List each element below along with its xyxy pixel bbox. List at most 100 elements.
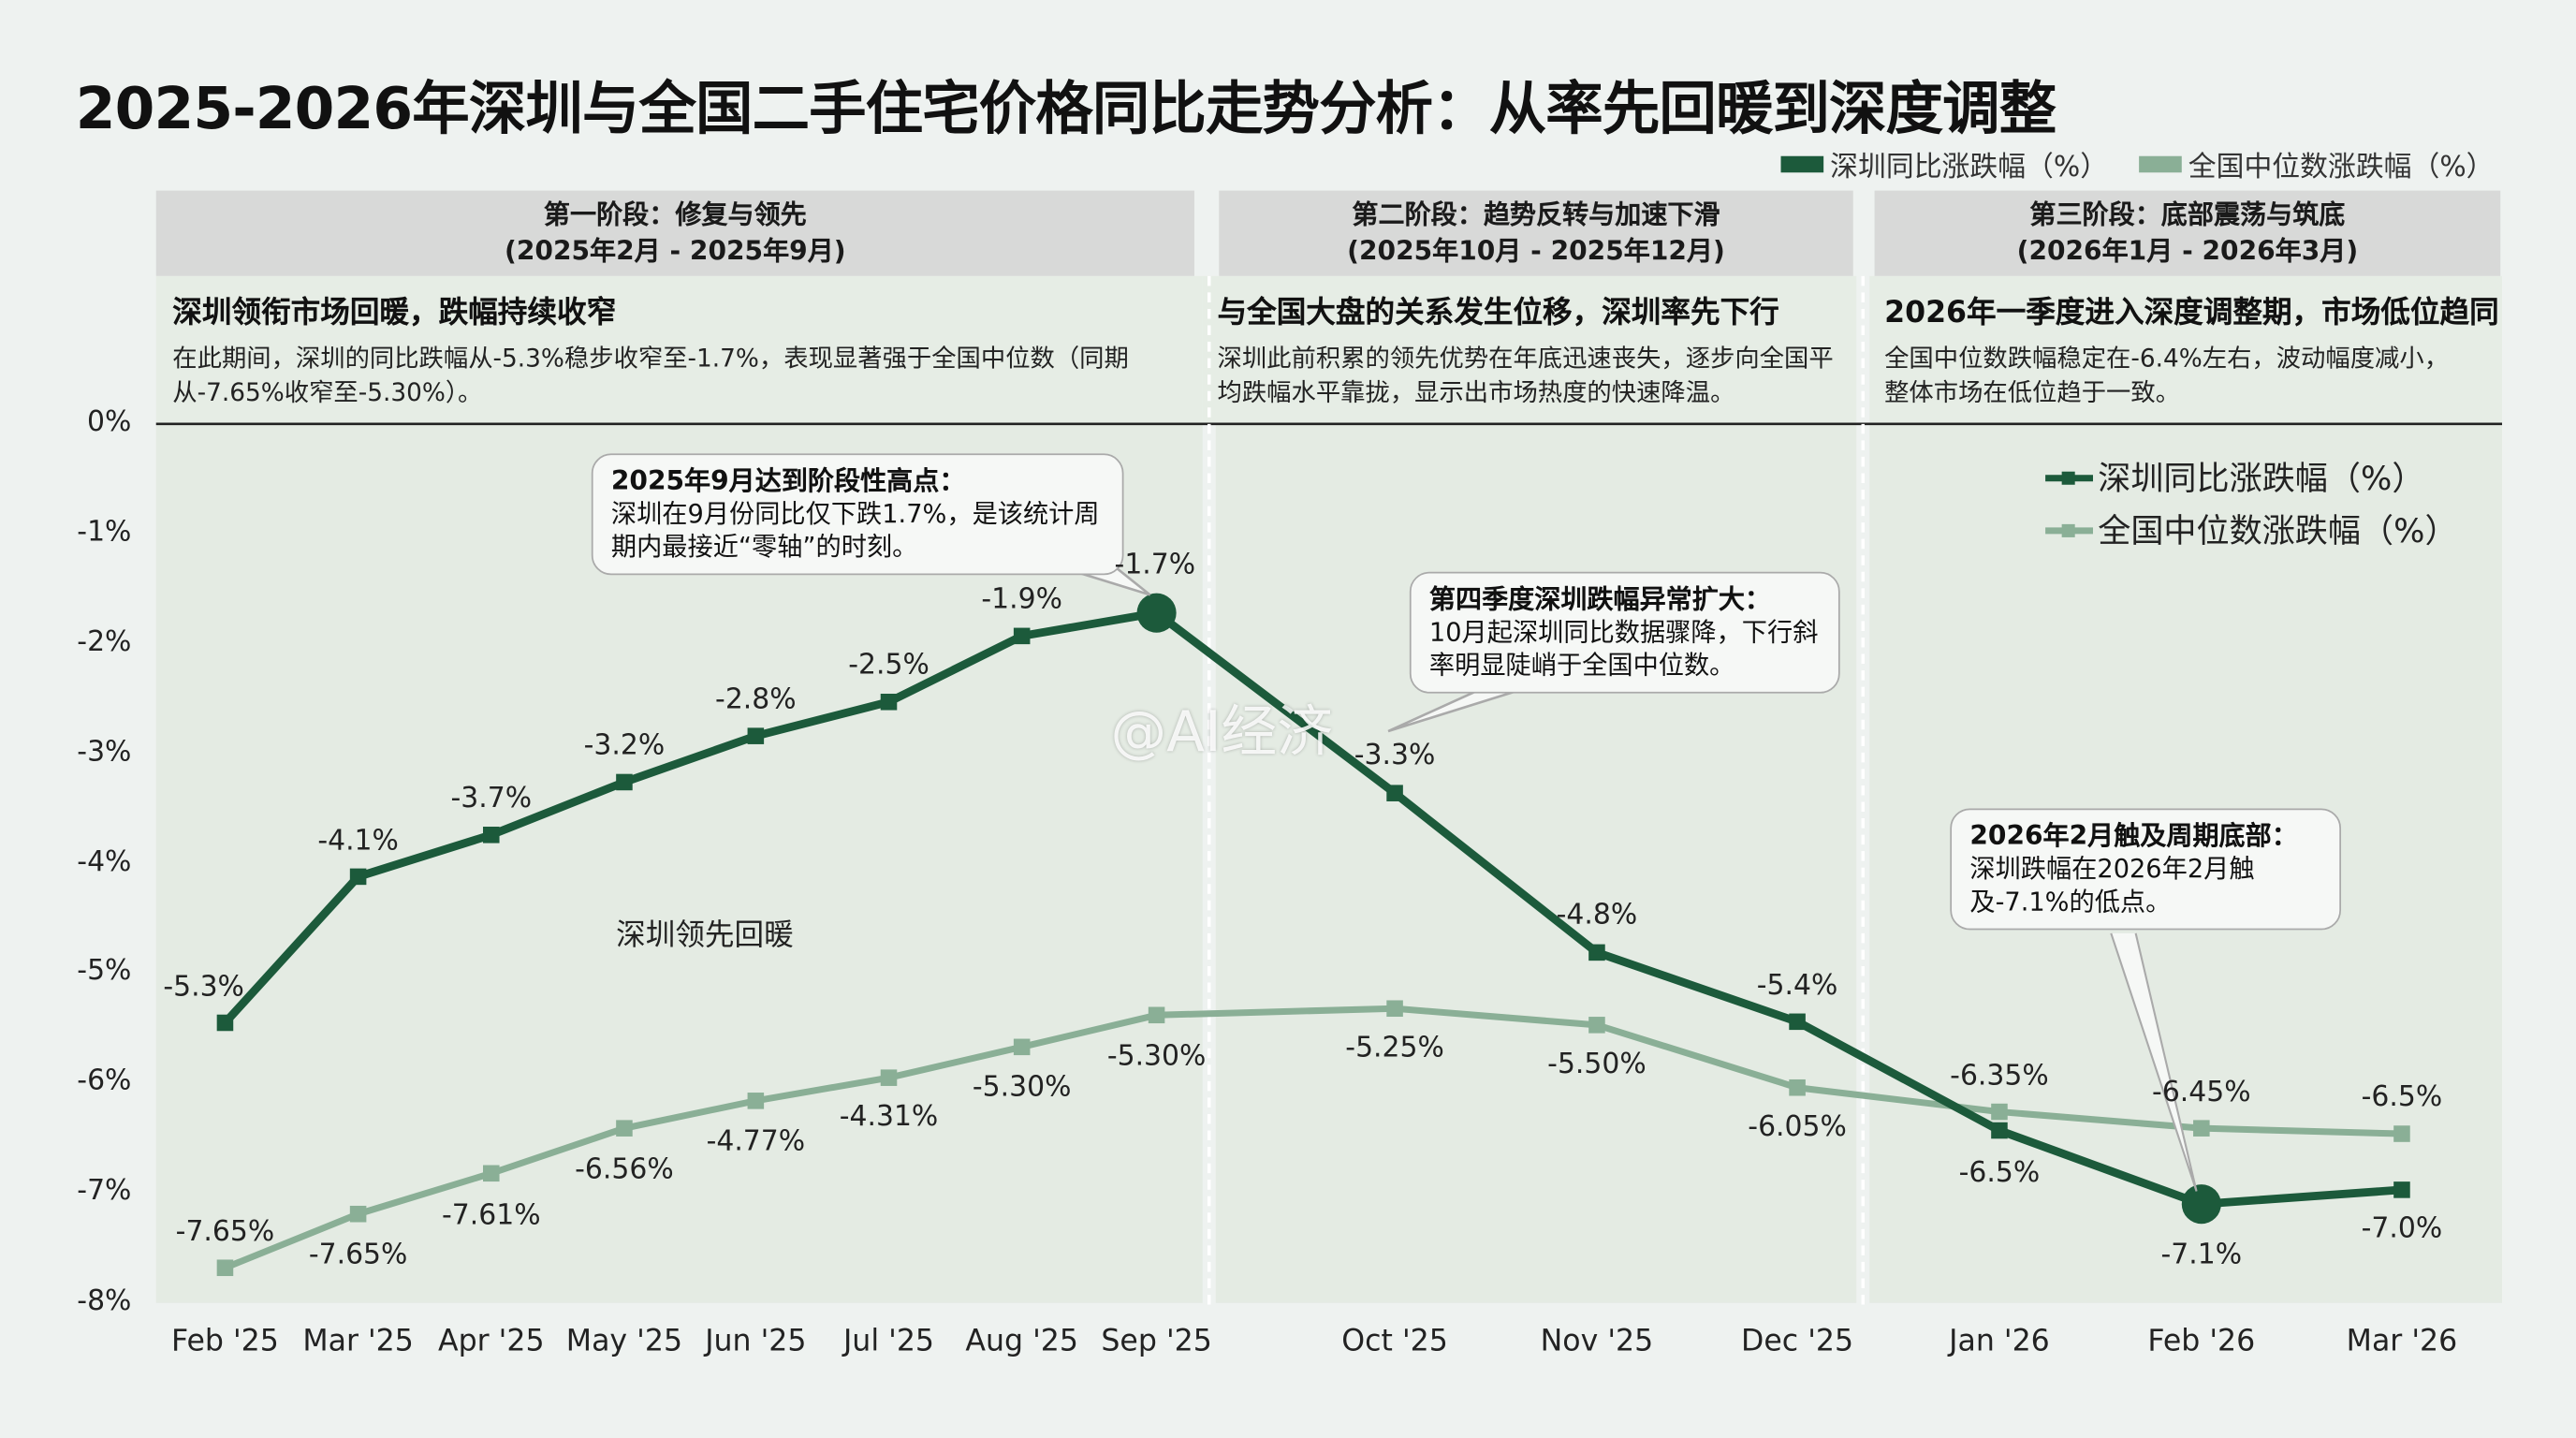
- inner-legend-label: 全国中位数涨跌幅（%）: [2098, 512, 2457, 550]
- national-data-label: -6.56%: [575, 1153, 674, 1187]
- x-tick-label: May '25: [565, 1324, 683, 1359]
- shenzhen-data-label: -6.5%: [1958, 1156, 2041, 1190]
- y-tick-label: -4%: [77, 844, 132, 879]
- phase-description: 深圳此前积累的领先优势在年底迅速丧失，逐步向全国平均跌幅水平靠拢，显示出市场热度…: [1217, 343, 1834, 408]
- shenzhen-data-point: [216, 1014, 234, 1032]
- shenzhen-data-label: -4.8%: [1556, 899, 1638, 932]
- national-data-label: -7.65%: [308, 1239, 408, 1272]
- shenzhen-data-point: [616, 773, 633, 791]
- national-data-point: [1386, 1000, 1403, 1018]
- y-tick-label: 0%: [87, 405, 132, 439]
- shenzhen-data-point: [349, 868, 367, 886]
- phase-period: (2025年2月 - 2025年9月): [505, 234, 846, 267]
- phase-subtitle: 2026年一季度进入深度调整期，市场低位趋同: [1884, 295, 2499, 330]
- national-data-point: [747, 1093, 765, 1109]
- shenzhen-data-point: [1136, 593, 1177, 633]
- y-tick-label: -2%: [77, 625, 132, 659]
- national-data-point: [1789, 1078, 1806, 1096]
- national-data-label: -5.30%: [972, 1071, 1072, 1105]
- national-data-point: [1013, 1038, 1031, 1056]
- callout-pointer: [1387, 688, 1520, 733]
- national-data-label: -6.05%: [1748, 1110, 1847, 1144]
- national-data-label: -4.31%: [839, 1100, 939, 1135]
- legend-swatch-shenzhen: [1780, 154, 1824, 172]
- callout-q4-drop: 第四季度深圳跌幅异常扩大： 10月起深圳同比数据骤降，下行斜率明显陡峭于全国中位…: [1409, 571, 1840, 694]
- shenzhen-data-label: -1.9%: [981, 583, 1062, 617]
- phase-subtitle: 与全国大盘的关系发生位移，深圳率先下行: [1217, 295, 1779, 330]
- phase2-plot-area: [1215, 423, 1857, 1303]
- phase-period: (2026年1月 - 2026年3月): [2016, 234, 2359, 267]
- shenzhen-data-point: [747, 727, 765, 744]
- shenzhen-data-label: -5.4%: [1756, 969, 1838, 1003]
- shenzhen-data-point: [1789, 1013, 1806, 1031]
- callout-title: 第四季度深圳跌幅异常扩大：: [1428, 583, 1772, 615]
- shenzhen-data-label: -1.7%: [1114, 549, 1196, 582]
- annotation-text: 深圳领先回暖: [616, 918, 794, 953]
- callout-sep-peak: 2025年9月达到阶段性高点： 深圳在9月份同比仅下跌1.7%，是该统计周期内最…: [591, 453, 1124, 576]
- phase-title: 第三阶段：底部震荡与筑底: [2029, 198, 2346, 230]
- phase-description: 全国中位数跌幅稳定在-6.4%左右，波动幅度减小，整体市场在低位趋于一致。: [1884, 343, 2450, 408]
- x-tick-label: Nov '25: [1540, 1324, 1654, 1359]
- x-tick-label: Mar '26: [2346, 1324, 2458, 1359]
- x-tick-label: Feb '25: [171, 1324, 279, 1359]
- y-tick-label: -3%: [77, 735, 132, 769]
- national-data-point: [1588, 1017, 1605, 1034]
- shenzhen-data-label: -4.1%: [317, 825, 399, 858]
- shenzhen-data-label: -5.3%: [163, 971, 244, 1005]
- national-data-label: -5.30%: [1106, 1039, 1207, 1074]
- phase-period: (2025年10月 - 2025年12月): [1347, 234, 1725, 267]
- national-data-point: [482, 1165, 500, 1182]
- shenzhen-data-point: [1588, 944, 1605, 961]
- inner-legend: 深圳同比涨跌幅（%） 全国中位数涨跌幅（%）: [2045, 460, 2458, 550]
- shenzhen-data-point: [482, 827, 500, 844]
- legend-label: 全国中位数涨跌幅（%）: [2188, 151, 2495, 184]
- national-data-point: [2393, 1125, 2410, 1142]
- callout-text: 深圳跌幅在2026年2月触及-7.1%的低点。: [1969, 854, 2255, 917]
- shenzhen-data-point: [2393, 1181, 2410, 1198]
- national-data-label: -5.50%: [1547, 1048, 1647, 1081]
- national-data-label: -7.65%: [175, 1215, 275, 1249]
- national-data-point: [2193, 1120, 2210, 1137]
- callout-title: 2026年2月触及周期底部：: [1969, 819, 2298, 852]
- national-data-point: [616, 1120, 633, 1137]
- x-tick-label: Feb '26: [2147, 1324, 2256, 1359]
- phase3-header: 第三阶段：底部震荡与筑底 (2026年1月 - 2026年3月): [1874, 190, 2501, 276]
- y-tick-label: -7%: [77, 1175, 132, 1209]
- callout-text: 深圳在9月份同比仅下跌1.7%，是该统计周期内最接近“零轴”的时刻。: [610, 499, 1100, 563]
- phase1-summary: 深圳领衔市场回暖，跌幅持续收窄 在此期间，深圳的同比跌幅从-5.3%稳步收窄至-…: [155, 275, 1203, 424]
- national-data-point: [216, 1259, 234, 1277]
- chart-title: 2025-2026年深圳与全国二手住宅价格同比走势分析：从率先回暖到深度调整: [75, 77, 2056, 143]
- y-tick-label: -1%: [77, 515, 132, 549]
- x-tick-label: Jan '26: [1949, 1324, 2050, 1359]
- phase-subtitle: 深圳领衔市场回暖，跌幅持续收窄: [172, 295, 617, 330]
- shenzhen-data-label: -2.5%: [848, 649, 929, 682]
- legend-national: 全国中位数涨跌幅（%）: [2139, 143, 2495, 184]
- y-tick-label: -5%: [77, 955, 132, 989]
- national-data-point: [880, 1069, 898, 1086]
- y-tick-label: -8%: [77, 1284, 132, 1318]
- national-data-label: -5.25%: [1345, 1032, 1444, 1065]
- legend-label: 深圳同比涨跌幅（%）: [1830, 151, 2109, 184]
- shenzhen-data-label: -3.7%: [450, 782, 533, 815]
- x-tick-label: Aug '25: [965, 1324, 1078, 1359]
- phase-title: 第二阶段：趋势反转与加速下滑: [1352, 198, 1720, 230]
- x-tick-label: Jul '25: [842, 1324, 935, 1359]
- shenzhen-data-point: [880, 693, 898, 711]
- shenzhen-data-point: [2181, 1184, 2221, 1225]
- callout-text: 10月起深圳同比数据骤降，下行斜率明显陡峭于全国中位数。: [1428, 617, 1819, 681]
- x-tick-label: Sep '25: [1101, 1324, 1212, 1359]
- inner-legend-marker-national: [2061, 523, 2075, 537]
- national-data-label: -4.77%: [706, 1125, 806, 1159]
- legend-shenzhen: 深圳同比涨跌幅（%）: [1780, 143, 2109, 184]
- callout-pointer: [2110, 932, 2198, 1192]
- x-tick-label: Oct '25: [1341, 1324, 1448, 1359]
- phase1-header: 第一阶段：修复与领先 (2025年2月 - 2025年9月): [155, 190, 1194, 276]
- inner-legend-label: 深圳同比涨跌幅（%）: [2098, 460, 2424, 498]
- shenzhen-data-label: -3.3%: [1354, 739, 1436, 772]
- national-data-label: -6.5%: [2361, 1080, 2443, 1114]
- national-data-label: -6.35%: [1950, 1060, 2049, 1093]
- callout-feb-bottom: 2026年2月触及周期底部： 深圳跌幅在2026年2月触及-7.1%的低点。: [1950, 808, 2342, 931]
- legend-swatch-national: [2139, 154, 2182, 172]
- national-data-point: [349, 1205, 367, 1223]
